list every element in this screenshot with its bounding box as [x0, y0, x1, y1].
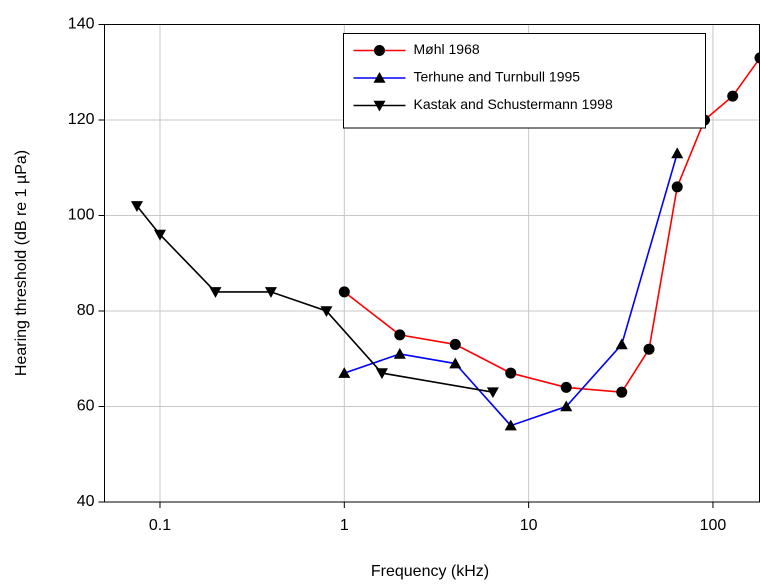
y-tick-label: 140 — [68, 16, 95, 33]
legend-marker — [373, 72, 386, 83]
x-tick-label: 1 — [340, 517, 349, 534]
series-line — [136, 205, 494, 393]
marker — [338, 286, 350, 298]
y-tick-label: 120 — [68, 111, 95, 128]
y-tick-label: 100 — [68, 207, 95, 224]
marker — [504, 419, 517, 431]
legend-label: Møhl 1968 — [414, 41, 480, 57]
marker — [449, 338, 461, 350]
marker — [486, 387, 499, 399]
y-tick-label: 40 — [77, 493, 95, 510]
marker — [727, 90, 739, 102]
legend-box — [343, 33, 706, 129]
marker — [671, 181, 683, 193]
y-axis-title: Hearing threshold (dB re 1 µPa) — [13, 150, 30, 376]
x-axis-title: Frequency (kHz) — [371, 563, 489, 580]
marker — [320, 306, 333, 317]
legend-marker — [373, 100, 386, 112]
marker — [560, 400, 573, 412]
marker — [393, 347, 406, 359]
marker — [643, 343, 655, 355]
marker — [153, 229, 166, 241]
marker — [209, 287, 222, 298]
legend-marker — [374, 45, 385, 56]
marker — [338, 367, 351, 378]
legend-label: Kastak and Schustermann 1998 — [414, 96, 613, 112]
marker — [394, 329, 406, 341]
marker — [130, 201, 143, 212]
marker — [375, 368, 388, 380]
x-tick-label: 10 — [520, 517, 538, 534]
marker — [560, 381, 572, 393]
marker — [671, 147, 684, 159]
legend-label: Terhune and Turnbull 1995 — [414, 69, 581, 85]
marker — [264, 287, 277, 298]
marker — [449, 357, 462, 369]
y-tick-label: 60 — [77, 398, 95, 415]
y-tick-label: 80 — [77, 302, 95, 319]
marker — [615, 338, 628, 350]
marker — [616, 386, 628, 398]
x-tick-label: 0.1 — [149, 517, 171, 534]
marker — [505, 367, 517, 379]
marker — [754, 52, 760, 64]
x-tick-label: 100 — [700, 517, 727, 534]
